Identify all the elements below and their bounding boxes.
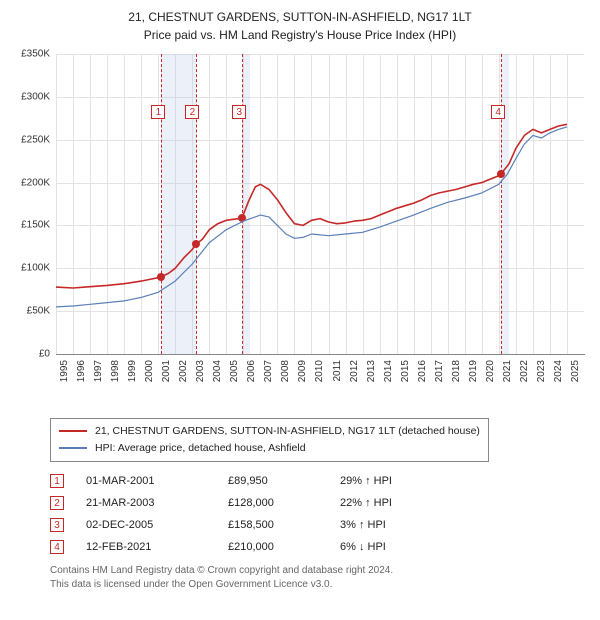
sales-diff: 22% ↑ HPI bbox=[340, 492, 430, 514]
x-tick-label: 1996 bbox=[76, 360, 87, 382]
series-hpi bbox=[56, 127, 567, 307]
legend-row-hpi: HPI: Average price, detached house, Ashf… bbox=[59, 440, 480, 457]
x-tick-label: 2021 bbox=[502, 360, 513, 382]
legend: 21, CHESTNUT GARDENS, SUTTON-IN-ASHFIELD… bbox=[50, 418, 489, 462]
x-tick-label: 2006 bbox=[246, 360, 257, 382]
x-tick-label: 1995 bbox=[59, 360, 70, 382]
x-tick-label: 2020 bbox=[485, 360, 496, 382]
x-tick-label: 2013 bbox=[366, 360, 377, 382]
footer-line-2: This data is licensed under the Open Gov… bbox=[50, 578, 578, 592]
legend-row-property: 21, CHESTNUT GARDENS, SUTTON-IN-ASHFIELD… bbox=[59, 423, 480, 440]
x-tick-label: 2016 bbox=[417, 360, 428, 382]
sales-num-box: 2 bbox=[50, 496, 64, 510]
x-tick-label: 2024 bbox=[553, 360, 564, 382]
footer-line-1: Contains HM Land Registry data © Crown c… bbox=[50, 564, 578, 578]
sales-diff: 6% ↓ HPI bbox=[340, 536, 430, 558]
x-tick-label: 2012 bbox=[349, 360, 360, 382]
chart-container: 21, CHESTNUT GARDENS, SUTTON-IN-ASHFIELD… bbox=[0, 0, 600, 604]
x-tick-label: 2010 bbox=[314, 360, 325, 382]
x-tick-label: 2004 bbox=[212, 360, 223, 382]
sales-row: 1 01-MAR-2001 £89,950 29% ↑ HPI bbox=[50, 470, 578, 492]
legend-label-property: 21, CHESTNUT GARDENS, SUTTON-IN-ASHFIELD… bbox=[95, 423, 480, 440]
x-tick-label: 2000 bbox=[144, 360, 155, 382]
sales-row: 3 02-DEC-2005 £158,500 3% ↑ HPI bbox=[50, 514, 578, 536]
sales-num-box: 1 bbox=[50, 474, 64, 488]
sales-num-box: 3 bbox=[50, 518, 64, 532]
sales-date: 12-FEB-2021 bbox=[86, 536, 206, 558]
chart-area: £0£50K£100K£150K£200K£250K£300K£350K1995… bbox=[12, 50, 588, 410]
x-tick-label: 2023 bbox=[536, 360, 547, 382]
sales-price: £128,000 bbox=[228, 492, 318, 514]
x-tick-label: 2003 bbox=[195, 360, 206, 382]
x-tick-label: 2008 bbox=[280, 360, 291, 382]
legend-label-hpi: HPI: Average price, detached house, Ashf… bbox=[95, 440, 306, 457]
x-tick-label: 2019 bbox=[468, 360, 479, 382]
x-tick-label: 2002 bbox=[178, 360, 189, 382]
x-tick-label: 1997 bbox=[93, 360, 104, 382]
x-tick-label: 2001 bbox=[161, 360, 172, 382]
x-tick-label: 2009 bbox=[297, 360, 308, 382]
title-block: 21, CHESTNUT GARDENS, SUTTON-IN-ASHFIELD… bbox=[12, 8, 588, 44]
footer: Contains HM Land Registry data © Crown c… bbox=[50, 564, 578, 592]
sales-diff: 3% ↑ HPI bbox=[340, 514, 430, 536]
sales-row: 2 21-MAR-2003 £128,000 22% ↑ HPI bbox=[50, 492, 578, 514]
x-tick-label: 2017 bbox=[434, 360, 445, 382]
x-tick-label: 1998 bbox=[110, 360, 121, 382]
sales-date: 21-MAR-2003 bbox=[86, 492, 206, 514]
x-tick-label: 2007 bbox=[263, 360, 274, 382]
sales-price: £210,000 bbox=[228, 536, 318, 558]
title-line-1: 21, CHESTNUT GARDENS, SUTTON-IN-ASHFIELD… bbox=[12, 8, 588, 26]
legend-swatch-property bbox=[59, 430, 87, 432]
series-property bbox=[56, 124, 567, 288]
line-svg bbox=[12, 50, 584, 354]
sales-row: 4 12-FEB-2021 £210,000 6% ↓ HPI bbox=[50, 536, 578, 558]
sales-price: £89,950 bbox=[228, 470, 318, 492]
sales-diff: 29% ↑ HPI bbox=[340, 470, 430, 492]
x-tick-label: 1999 bbox=[127, 360, 138, 382]
sales-date: 01-MAR-2001 bbox=[86, 470, 206, 492]
title-line-2: Price paid vs. HM Land Registry's House … bbox=[12, 26, 588, 44]
x-tick-label: 2015 bbox=[400, 360, 411, 382]
sales-table: 1 01-MAR-2001 £89,950 29% ↑ HPI 2 21-MAR-2003… bbox=[50, 470, 578, 558]
sales-num-box: 4 bbox=[50, 540, 64, 554]
x-tick-label: 2005 bbox=[229, 360, 240, 382]
sales-date: 02-DEC-2005 bbox=[86, 514, 206, 536]
x-tick-label: 2022 bbox=[519, 360, 530, 382]
x-tick-label: 2018 bbox=[451, 360, 462, 382]
x-tick-label: 2014 bbox=[383, 360, 394, 382]
x-tick-label: 2025 bbox=[570, 360, 581, 382]
legend-swatch-hpi bbox=[59, 447, 87, 449]
x-tick-label: 2011 bbox=[332, 360, 343, 382]
sales-price: £158,500 bbox=[228, 514, 318, 536]
